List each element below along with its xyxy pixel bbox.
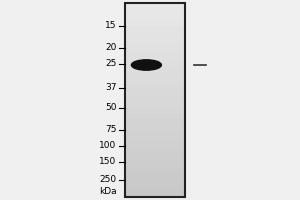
Text: 37: 37 (105, 83, 116, 92)
Text: 75: 75 (105, 126, 116, 134)
Text: 25: 25 (105, 60, 116, 68)
Bar (124, 3, 184, 197)
Text: 150: 150 (99, 158, 116, 166)
Text: 250: 250 (99, 176, 116, 184)
Text: 50: 50 (105, 104, 116, 112)
Text: 100: 100 (99, 142, 116, 150)
Text: kDa: kDa (99, 188, 116, 196)
Text: 15: 15 (105, 21, 116, 30)
Ellipse shape (131, 60, 161, 70)
Text: 20: 20 (105, 44, 116, 52)
